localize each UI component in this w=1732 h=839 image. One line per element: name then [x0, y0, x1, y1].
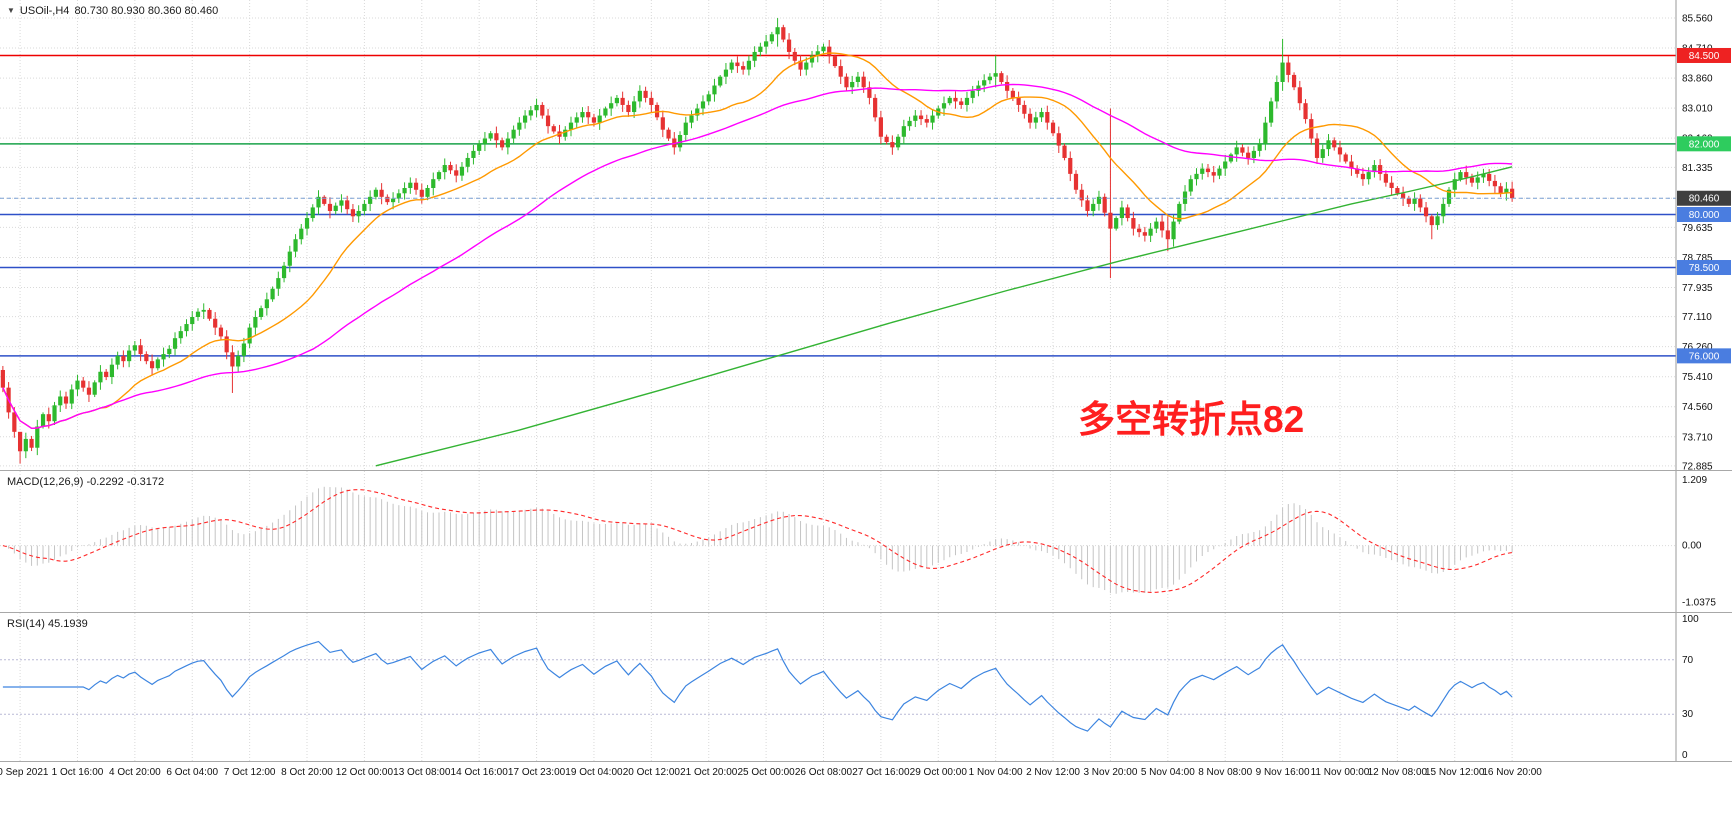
- price-axis-label: 76.260: [1682, 342, 1713, 353]
- price-axis-label: 78.785: [1682, 253, 1713, 264]
- time-axis-label: 12 Oct 00:00: [335, 767, 394, 778]
- chart-title: ▼ USOil-,H4 80.730 80.930 80.360 80.460: [7, 5, 218, 17]
- price-axis-label: 75.410: [1682, 372, 1713, 383]
- time-axis-label: 16 Nov 20:00: [1482, 767, 1542, 778]
- time-axis-label: 4 Oct 20:00: [108, 767, 161, 778]
- rsi-line: [2, 640, 1513, 732]
- time-axis-label: 1 Nov 04:00: [968, 767, 1023, 778]
- price-axis-label: 73.710: [1682, 432, 1713, 443]
- time-axis-label: 15 Nov 12:00: [1424, 767, 1485, 778]
- time-axis-label: 19 Oct 04:00: [565, 767, 623, 778]
- time-axis-label: 6 Oct 04:00: [166, 767, 219, 778]
- rsi-axis-label: 30: [1682, 709, 1694, 720]
- panel-separator[interactable]: [0, 470, 1732, 471]
- time-axis-label: 26 Oct 08:00: [794, 767, 853, 778]
- time-axis-label: 29 Oct 00:00: [909, 767, 967, 778]
- rsi-axis-label: 100: [1682, 614, 1699, 625]
- price-axis-label: 77.110: [1682, 312, 1712, 323]
- price-badge: [1677, 348, 1731, 364]
- time-axis-label: 25 Oct 00:00: [737, 767, 795, 778]
- rsi-canvas[interactable]: 100 70 30 0: [0, 613, 1732, 761]
- macd-signal-line: [2, 489, 1513, 593]
- time-axis-label: 1 Oct 16:00: [51, 767, 104, 778]
- grid-layer: [0, 0, 1676, 470]
- time-axis-label: 20 Oct 12:00: [622, 767, 680, 778]
- macd-histogram: [8, 486, 1513, 594]
- chart-text-annotation[interactable]: 多空转折点82: [1078, 399, 1304, 440]
- macd-canvas[interactable]: 1.209 0.00 -1.0375: [0, 471, 1732, 612]
- ma-long-green: [375, 166, 1513, 467]
- time-axis-label: 17 Oct 23:00: [507, 767, 566, 778]
- price-badge: [1677, 47, 1731, 63]
- price-badge-label: 84.500: [1689, 51, 1720, 62]
- time-axis-label: 12 Nov 08:00: [1367, 767, 1428, 778]
- price-badge-label: 76.000: [1689, 351, 1720, 362]
- price-badge-label: 78.500: [1689, 263, 1720, 274]
- panel-separator[interactable]: [0, 612, 1732, 613]
- rsi-axis-label: 70: [1682, 655, 1694, 666]
- ohlc-values: 80.730 80.930 80.360 80.460: [74, 5, 219, 17]
- price-axis-label: 74.560: [1682, 402, 1713, 413]
- macd-axis-label: -1.0375: [1682, 598, 1716, 609]
- price-badge: [1677, 190, 1731, 206]
- time-axis-label: 7 Oct 12:00: [223, 767, 276, 778]
- price-axis-label: 83.010: [1682, 104, 1713, 115]
- candlestick-layer: [0, 18, 1515, 464]
- macd-label: MACD(12,26,9) -0.2292 -0.3172: [7, 476, 165, 488]
- macd-panel: MACD(12,26,9) -0.2292 -0.3172 1.209 0.00 -…: [0, 471, 1732, 612]
- main-chart-canvas[interactable]: 多空转折点8285.56084.71083.86083.01082.16081.…: [0, 0, 1732, 470]
- time-axis-label: 5 Nov 04:00: [1140, 767, 1195, 778]
- time-axis-label: 8 Oct 20:00: [281, 767, 333, 778]
- time-axis-label: 2 Nov 12:00: [1026, 767, 1080, 778]
- time-axis-label: 3 Nov 20:00: [1083, 767, 1138, 778]
- time-axis-label: 14 Oct 16:00: [450, 767, 508, 778]
- symbol-timeframe-label: USOil-,H4: [19, 5, 70, 17]
- price-badge: [1677, 207, 1731, 223]
- macd-axis-label: 0.00: [1682, 541, 1702, 552]
- time-axis-label: 11 Nov 00:00: [1310, 767, 1370, 778]
- time-axis-label: 8 Nov 08:00: [1198, 767, 1253, 778]
- price-badge: [1677, 260, 1731, 276]
- time-axis-label: 27 Oct 16:00: [852, 767, 910, 778]
- rsi-panel: RSI(14) 45.1939 100 70 30 0: [0, 613, 1732, 761]
- one-click-trading-arrow-icon[interactable]: ▼: [7, 6, 15, 15]
- time-axis-label: 30 Sep 2021: [0, 767, 49, 778]
- ma-mid-magenta: [2, 83, 1513, 430]
- price-badge-label: 82.000: [1689, 139, 1720, 150]
- time-axis-label: 21 Oct 20:00: [680, 767, 738, 778]
- price-badge-label: 80.460: [1689, 194, 1720, 205]
- price-axis-label: 77.935: [1682, 283, 1713, 294]
- rsi-axis-label: 0: [1682, 750, 1688, 761]
- rsi-label: RSI(14) 45.1939: [7, 618, 88, 630]
- price-axis-label: 72.885: [1682, 461, 1713, 470]
- price-axis-label: 85.560: [1682, 14, 1713, 25]
- time-axis-label: 13 Oct 08:00: [393, 767, 451, 778]
- price-axis-label: 79.635: [1682, 223, 1713, 234]
- time-axis-label: 9 Nov 16:00: [1255, 767, 1310, 778]
- ma-fast-orange: [2, 52, 1513, 430]
- price-axis-label: 83.860: [1682, 74, 1713, 85]
- macd-axis-label: 1.209: [1682, 475, 1707, 486]
- price-badge: [1677, 136, 1731, 152]
- panel-separator[interactable]: [0, 761, 1732, 762]
- main-chart-panel: ▼ USOil-,H4 80.730 80.930 80.360 80.460 …: [0, 0, 1732, 470]
- price-badge-label: 80.000: [1689, 210, 1720, 221]
- price-axis-label: 81.335: [1682, 163, 1713, 174]
